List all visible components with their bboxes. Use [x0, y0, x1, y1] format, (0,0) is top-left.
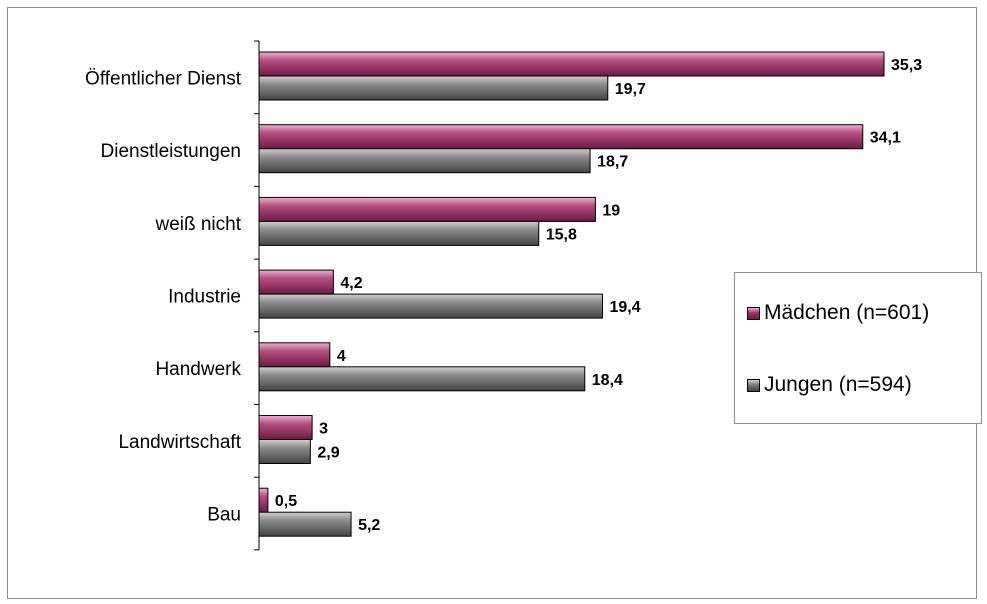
category-label: Industrie [168, 286, 241, 307]
category-label: Öffentlicher Dienst [85, 68, 242, 89]
bar-chart: Öffentlicher Dienst 35,3 19,7 Dienstleistun… [85, 40, 922, 551]
category-label: Landwirtschaft [118, 432, 241, 453]
value-label-jungen: 19,4 [609, 299, 640, 316]
value-label-maedchen: 4 [337, 348, 346, 365]
bar-jungen [258, 148, 591, 174]
value-label-jungen: 18,4 [592, 372, 623, 389]
category-label: Dienstleistungen [101, 141, 241, 162]
bar-maedchen [258, 487, 269, 513]
legend-swatch-maedchen [747, 306, 760, 320]
bar-jungen [258, 366, 586, 392]
category-label: Bau [207, 505, 241, 526]
category-label: weiß nicht [154, 214, 241, 235]
bar-maedchen [258, 269, 334, 295]
legend-item-maedchen: Mädchen (n=601) [747, 301, 929, 325]
value-label-jungen: 2,9 [317, 445, 339, 462]
legend-label-maedchen: Mädchen (n=601) [764, 301, 930, 324]
value-label-maedchen: 34,1 [870, 130, 901, 147]
bar-maedchen [258, 196, 596, 222]
bar-jungen [258, 293, 603, 319]
value-label-maedchen: 0,5 [275, 493, 297, 510]
bar-jungen [258, 439, 311, 464]
value-label-jungen: 15,8 [546, 226, 577, 243]
value-label-jungen: 19,7 [615, 81, 646, 98]
value-label-maedchen: 35,3 [891, 57, 922, 74]
legend: Mädchen (n=601) Jungen (n=594) [734, 272, 982, 424]
value-label-maedchen: 4,2 [340, 275, 362, 292]
value-label-maedchen: 3 [319, 421, 328, 438]
value-label-jungen: 18,7 [597, 154, 628, 171]
bar-maedchen [258, 51, 885, 77]
category-label: Handwerk [155, 359, 241, 380]
bar-maedchen [258, 415, 313, 440]
bar-maedchen [258, 124, 864, 150]
bar-jungen [258, 75, 609, 101]
bar-maedchen [258, 342, 331, 368]
bar-jungen [258, 220, 540, 246]
chart-frame: Öffentlicher Dienst 35,3 19,7 Dienstleistun… [7, 7, 982, 599]
legend-label-jungen: Jungen (n=594) [764, 373, 912, 396]
value-label-maedchen: 19 [602, 202, 620, 219]
value-label-jungen: 5,2 [358, 517, 380, 534]
bar-jungen [258, 511, 352, 537]
legend-item-jungen: Jungen (n=594) [747, 373, 912, 397]
legend-swatch-jungen [747, 378, 760, 392]
